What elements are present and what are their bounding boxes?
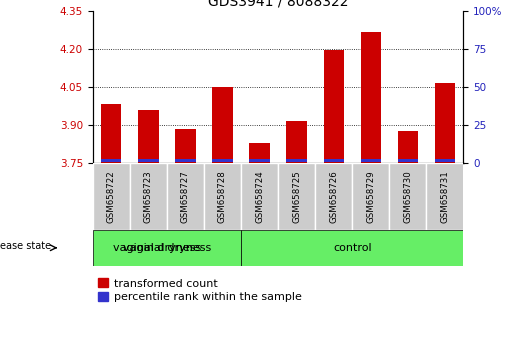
Bar <box>389 163 426 230</box>
Bar <box>167 163 204 230</box>
Bar <box>360 159 381 162</box>
Bar <box>323 159 344 162</box>
Bar <box>101 159 122 162</box>
Bar <box>398 159 418 162</box>
Text: GSM658725: GSM658725 <box>292 170 301 223</box>
Text: GSM658728: GSM658728 <box>218 170 227 223</box>
Bar <box>138 159 159 162</box>
Text: GSM658722: GSM658722 <box>107 170 116 223</box>
Text: GSM658731: GSM658731 <box>440 170 450 223</box>
Bar <box>426 163 464 230</box>
Text: vaginal dryness: vaginal dryness <box>113 243 202 253</box>
Text: disease state: disease state <box>0 241 51 251</box>
Text: GSM658730: GSM658730 <box>403 170 413 223</box>
Bar <box>286 159 307 162</box>
Text: GSM658726: GSM658726 <box>329 170 338 223</box>
Bar <box>352 163 389 230</box>
Bar <box>212 87 233 163</box>
Bar <box>435 84 455 163</box>
Bar <box>241 230 464 266</box>
Bar <box>360 32 381 163</box>
Bar <box>323 51 344 163</box>
Bar <box>249 143 270 163</box>
Bar <box>315 163 352 230</box>
Bar <box>93 230 241 266</box>
Bar <box>249 159 270 162</box>
Text: GSM658729: GSM658729 <box>366 170 375 223</box>
Text: control: control <box>333 243 371 253</box>
Legend: transformed count, percentile rank within the sample: transformed count, percentile rank withi… <box>98 278 302 302</box>
Bar <box>138 110 159 163</box>
Text: GSM658724: GSM658724 <box>255 170 264 223</box>
Text: GSM658723: GSM658723 <box>144 170 153 223</box>
Bar <box>204 163 241 230</box>
Bar <box>398 131 418 163</box>
Title: GDS3941 / 8088322: GDS3941 / 8088322 <box>208 0 348 8</box>
Bar <box>241 163 278 230</box>
Text: vaginal dryness: vaginal dryness <box>123 243 211 253</box>
Text: GSM658727: GSM658727 <box>181 170 190 223</box>
Bar <box>175 129 196 163</box>
Bar <box>435 159 455 162</box>
Bar <box>101 104 122 163</box>
Bar <box>286 121 307 163</box>
Bar <box>212 159 233 162</box>
Bar <box>278 163 315 230</box>
Bar <box>175 159 196 162</box>
Bar <box>130 163 167 230</box>
Bar <box>93 163 130 230</box>
